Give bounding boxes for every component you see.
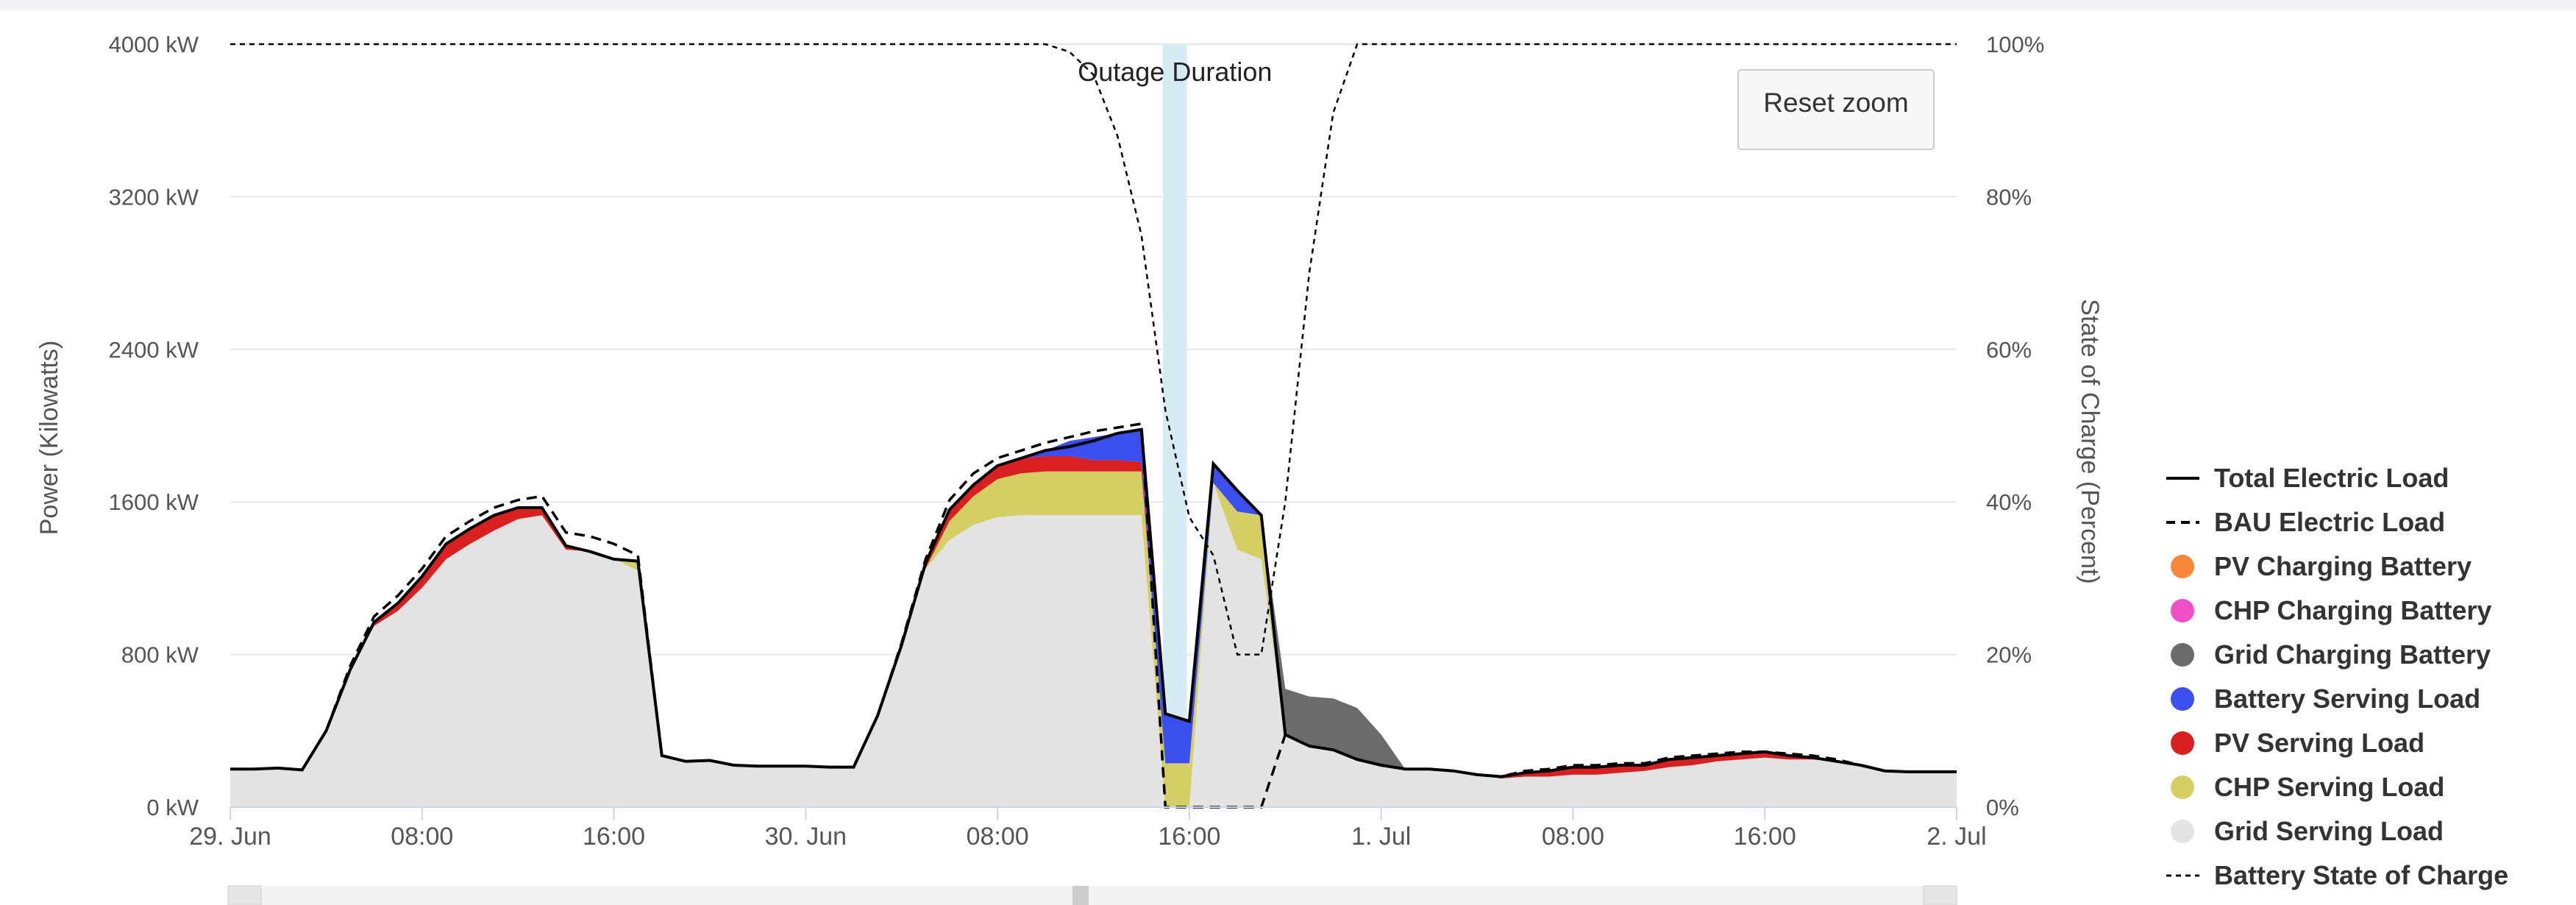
y2-tick-label: 40% [1986, 489, 2032, 515]
legend-label: Battery State of Charge [2214, 860, 2508, 890]
legend-marker [2171, 820, 2194, 843]
legend-item-pv-charging-battery[interactable]: PV Charging Battery [2171, 551, 2472, 581]
y2-tick-label: 80% [1986, 184, 2032, 210]
legend-item-total-electric-load[interactable]: Total Electric Load [2166, 463, 2449, 493]
y-tick-label: 1600 kW [109, 489, 199, 515]
line-battery-state-of-charge [230, 43, 1957, 656]
legend-label: Battery Serving Load [2214, 684, 2480, 714]
legend-marker [2171, 687, 2194, 711]
stacked-areas [230, 429, 1957, 807]
line-bau-electric-load [230, 422, 1957, 809]
legend-item-bau-electric-load[interactable]: BAU Electric Load [2166, 507, 2445, 537]
y2-tick-label: 0% [1986, 795, 2019, 820]
legend-label: CHP Charging Battery [2214, 595, 2491, 625]
legend-label: PV Charging Battery [2214, 551, 2472, 581]
legend-item-battery-serving-load[interactable]: Battery Serving Load [2171, 684, 2480, 714]
outage-duration-label: Outage Duration [1078, 57, 1272, 87]
navigator-track[interactable] [228, 886, 1957, 905]
legend-label: Grid Serving Load [2214, 816, 2444, 846]
y2-tick-label: 20% [1986, 642, 2032, 668]
legend-marker [2171, 776, 2194, 799]
legend-item-battery-state-of-charge[interactable]: Battery State of Charge [2166, 860, 2508, 890]
x-tick-label: 29. Jun [189, 823, 271, 851]
legend-label: PV Serving Load [2214, 728, 2424, 758]
legend-label: CHP Serving Load [2214, 772, 2444, 802]
x-tick-label: 16:00 [583, 823, 645, 851]
legend-item-pv-serving-load[interactable]: PV Serving Load [2171, 728, 2424, 758]
y2-tick-label: 100% [1986, 32, 2044, 57]
legend-marker [2171, 599, 2194, 622]
line-total-electric-load [230, 427, 1957, 778]
area-grid-serving-load [230, 483, 1957, 807]
reset-zoom-button[interactable]: Reset zoom [1737, 69, 1935, 150]
legend-item-chp-serving-load[interactable]: CHP Serving Load [2171, 772, 2444, 802]
x-tick-label: 08:00 [1542, 823, 1604, 851]
x-tick-label: 30. Jun [765, 823, 847, 851]
y-axis-title: Power (Kilowatts) [35, 341, 63, 536]
legend-item-chp-charging-battery[interactable]: CHP Charging Battery [2171, 595, 2491, 625]
y2-axis-title: State of Charge (Percent) [2076, 299, 2104, 583]
navigator-scrollbar[interactable] [227, 885, 1957, 905]
navigator-left-handle[interactable] [227, 885, 262, 905]
y-tick-label: 3200 kW [109, 184, 199, 210]
legend-label: Total Electric Load [2214, 463, 2449, 493]
y-tick-label: 4000 kW [109, 32, 199, 57]
x-tick-label: 2. Jul [1926, 823, 1986, 851]
outage-band [1163, 44, 1187, 807]
x-tick-label: 08:00 [391, 823, 453, 851]
legend-label: BAU Electric Load [2214, 507, 2445, 537]
legend-item-grid-serving-load[interactable]: Grid Serving Load [2171, 816, 2444, 846]
legend-marker [2171, 643, 2194, 667]
reset-zoom-label: Reset zoom [1763, 88, 1908, 118]
x-tick-label: 08:00 [967, 823, 1029, 851]
top-strip [0, 0, 2576, 10]
legend-label: Grid Charging Battery [2214, 639, 2491, 670]
navigator-thumb[interactable] [1072, 886, 1089, 905]
y-tick-label: 800 kW [121, 642, 199, 668]
load-lines [230, 43, 1957, 809]
x-tick-label: 1. Jul [1351, 823, 1411, 851]
axes: 0 kW 800 kW 1600 kW 2400 kW 3200 kW 4000 kW 0%… [109, 32, 2045, 851]
legend-marker [2171, 731, 2194, 755]
x-tick-label: 16:00 [1734, 823, 1796, 851]
outage-band-layer [1163, 44, 1187, 807]
legend-item-grid-charging-battery[interactable]: Grid Charging Battery [2171, 639, 2491, 670]
y-tick-label: 0 kW [146, 795, 199, 820]
x-tick-label: 16:00 [1158, 823, 1220, 851]
y-tick-label: 2400 kW [109, 337, 199, 363]
legend-marker [2171, 555, 2194, 578]
legend: Total Electric Load BAU Electric Load PV C… [2166, 463, 2508, 890]
navigator-right-handle[interactable] [1923, 885, 1957, 905]
y2-tick-label: 60% [1986, 337, 2032, 363]
